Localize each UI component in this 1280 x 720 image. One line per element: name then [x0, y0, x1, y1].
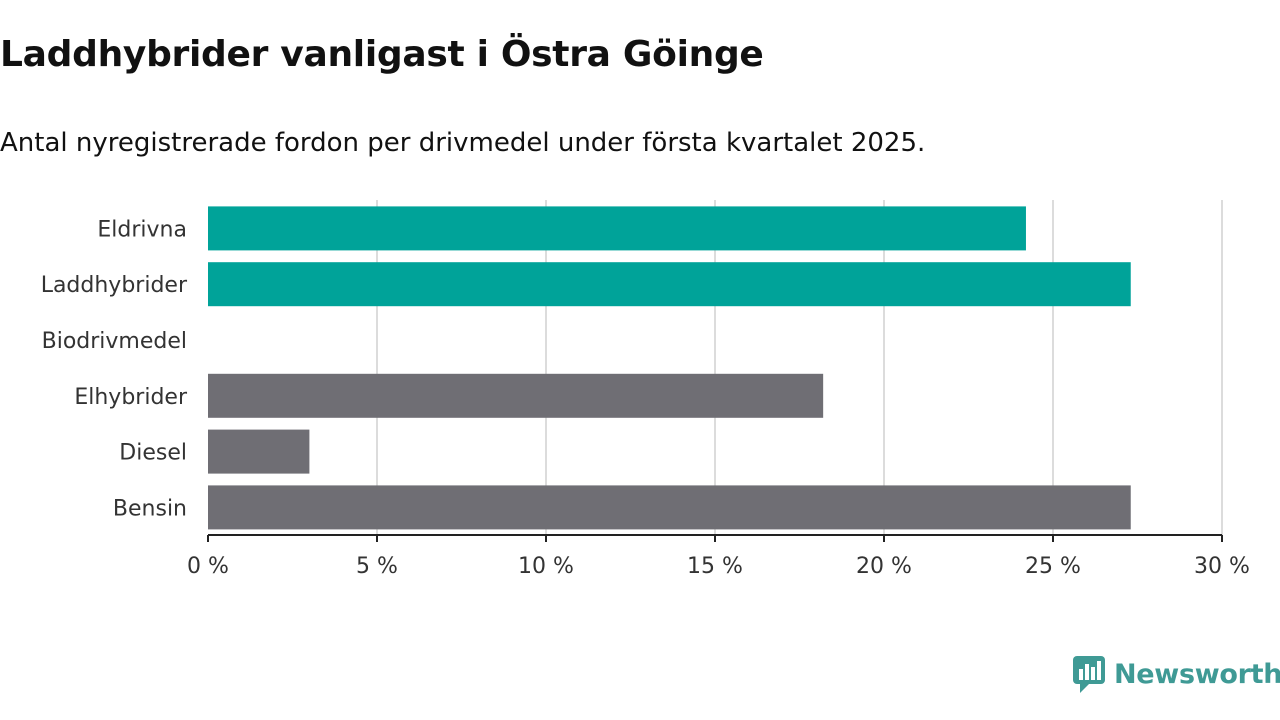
x-axis: 0 % 5 % 10 % 15 % 20 % 25 % 30 %: [187, 534, 1250, 579]
category-label: Elhybrider: [74, 385, 188, 410]
x-tick-label: 15 %: [687, 554, 743, 579]
category-label: Diesel: [119, 441, 187, 466]
x-tick-label: 10 %: [518, 554, 574, 579]
x-tick-label: 0 %: [187, 554, 229, 579]
bar: [208, 373, 824, 418]
bar: [208, 206, 1026, 251]
newsworthy-logo-icon: [1073, 656, 1105, 693]
category-label: Eldrivna: [97, 217, 187, 242]
newsworthy-logo-text: Newsworthy: [1114, 658, 1280, 690]
newsworthy-logo[interactable]: Newsworthy: [1072, 654, 1280, 694]
bar: [208, 485, 1131, 530]
x-tick-label: 30 %: [1194, 554, 1250, 579]
chart-title: Laddhybrider vanligast i Östra Göinge: [0, 34, 764, 75]
category-labels: Eldrivna Laddhybrider Biodrivmedel Elhybrid…: [41, 217, 188, 521]
bars: [208, 206, 1131, 530]
category-label: Biodrivmedel: [42, 329, 187, 354]
gridlines: [376, 200, 1223, 535]
category-label: Bensin: [113, 496, 187, 521]
bar: [208, 262, 1131, 307]
bar: [208, 429, 310, 474]
chart-subtitle: Antal nyregistrerade fordon per drivmede…: [0, 128, 926, 158]
x-tick-label: 25 %: [1025, 554, 1081, 579]
x-tick-label: 20 %: [856, 554, 912, 579]
x-tick-label: 5 %: [356, 554, 398, 579]
bar-chart: Eldrivna Laddhybrider Biodrivmedel Elhybrid…: [41, 200, 1250, 579]
category-label: Laddhybrider: [41, 273, 188, 298]
